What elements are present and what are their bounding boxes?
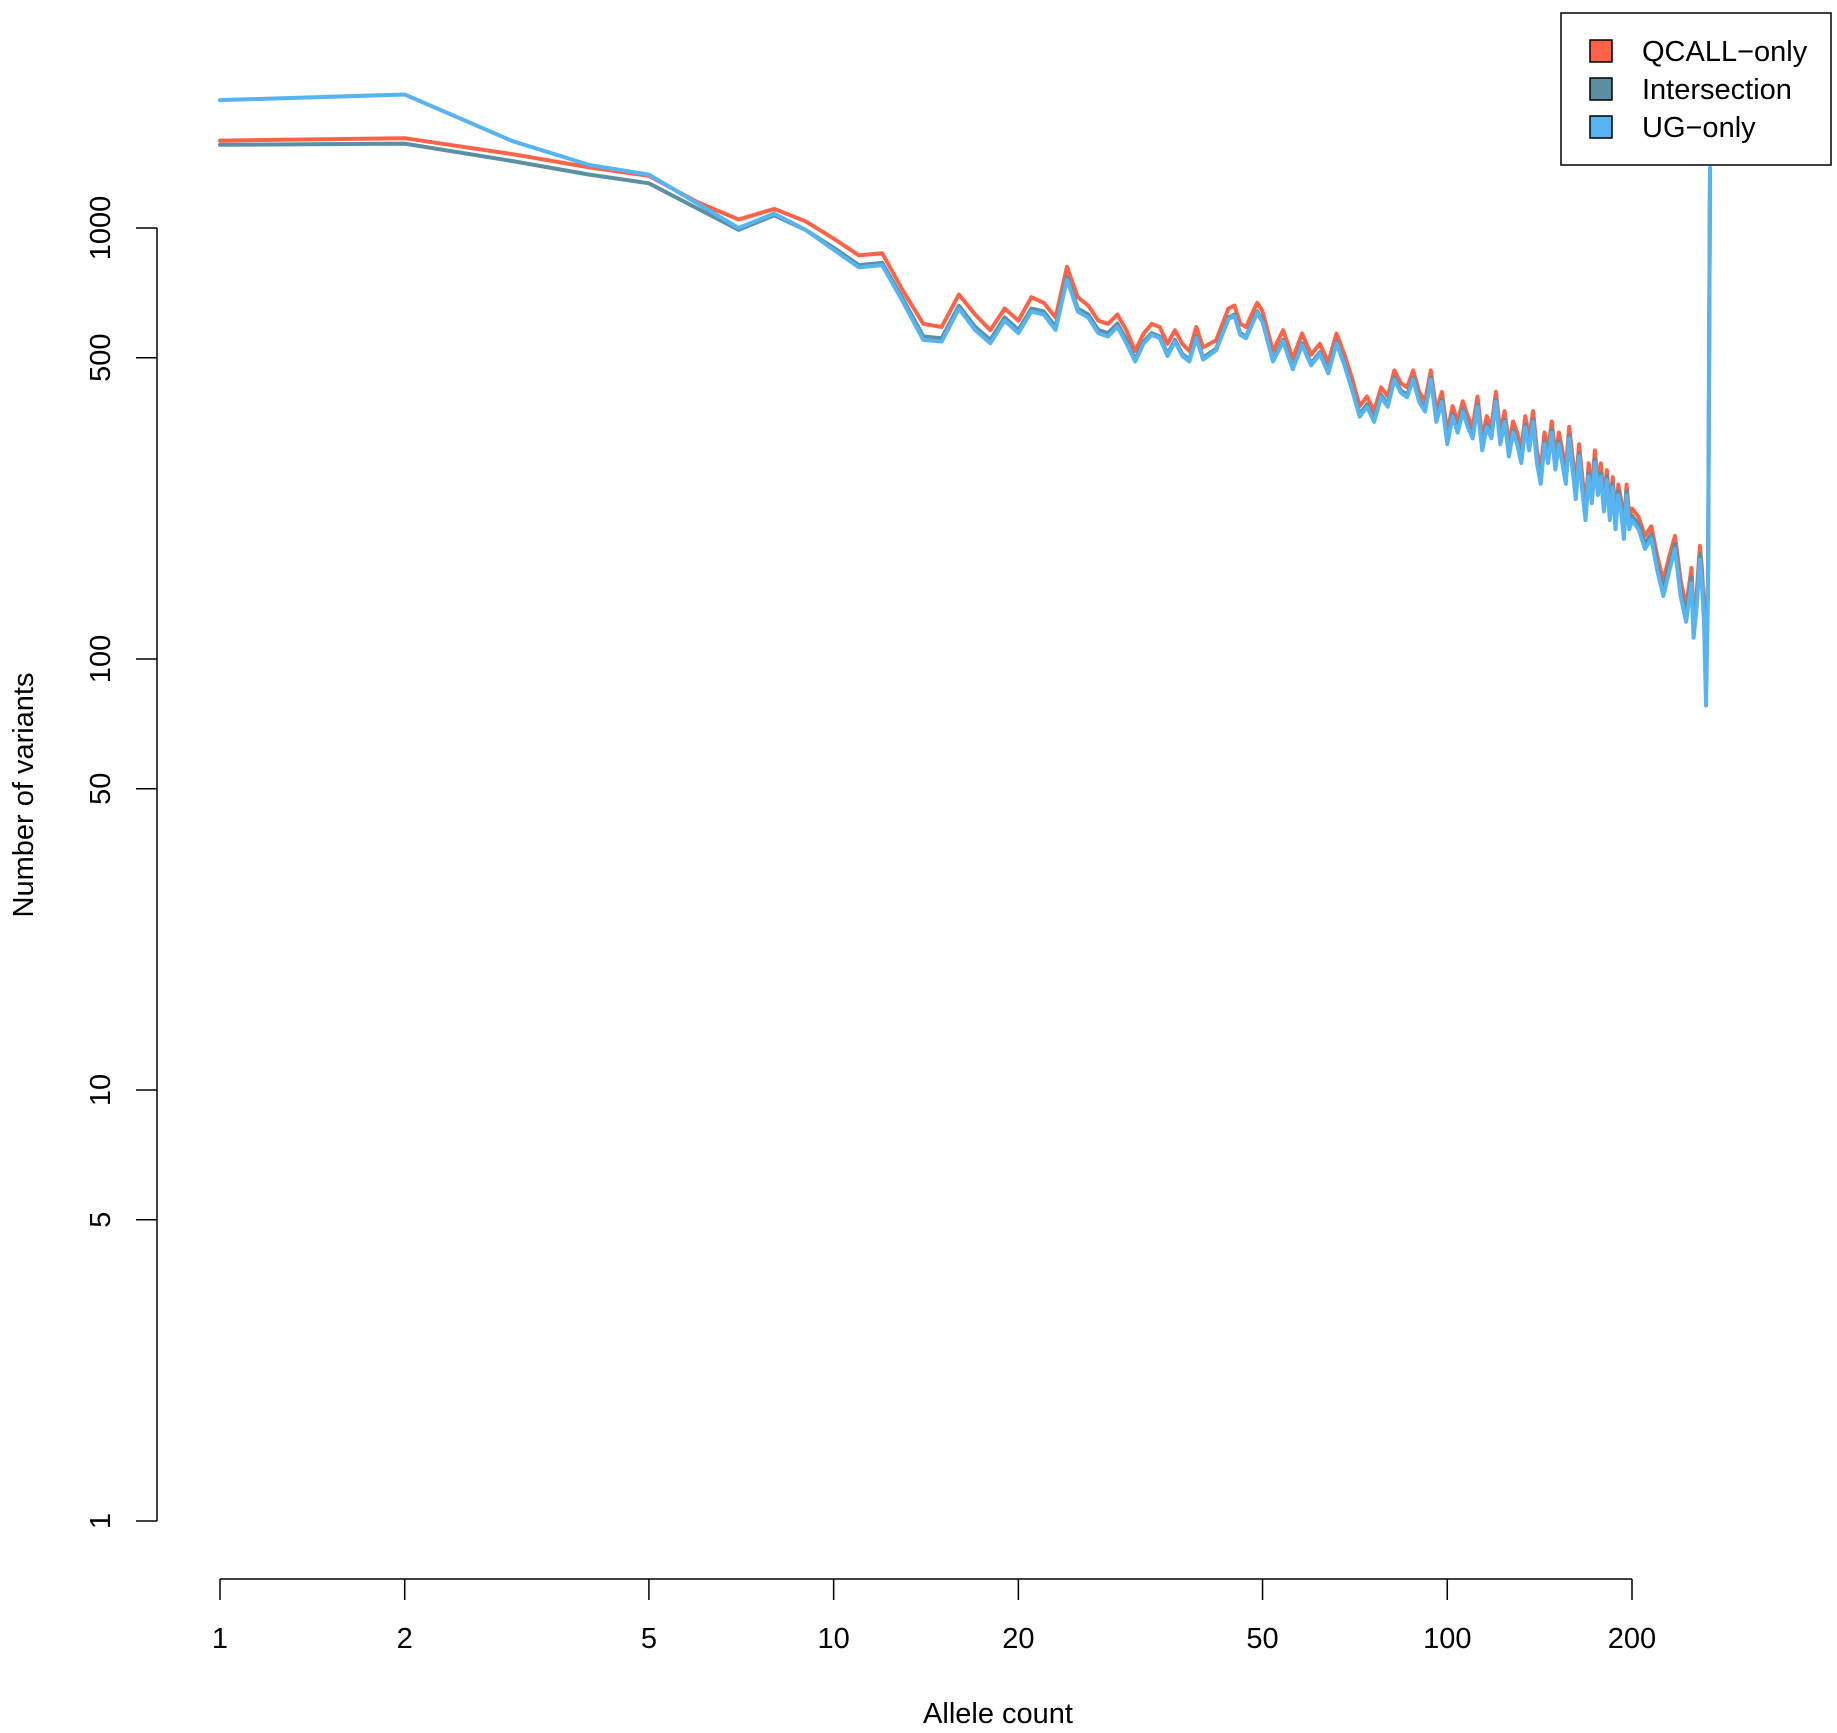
series-line-ug-only — [218, 92, 1712, 708]
y-axis: 1 5 10 50 100 500 1000 — [85, 196, 158, 1529]
x-axis-title: Allele count — [923, 1698, 1073, 1730]
y-tick-label: 5 — [85, 1212, 117, 1228]
legend-label-intersection: Intersection — [1642, 74, 1792, 106]
y-axis-title: Number of variants — [8, 673, 40, 918]
x-tick-label: 1 — [212, 1623, 228, 1655]
x-axis: 1 2 5 10 20 50 100 200 — [212, 1578, 1656, 1655]
x-tick-label: 5 — [641, 1623, 657, 1655]
y-tick-label: 1000 — [85, 196, 117, 261]
x-tick-label: 50 — [1246, 1623, 1278, 1655]
y-tick-label: 500 — [85, 334, 117, 382]
x-tick-label: 100 — [1423, 1623, 1471, 1655]
y-tick-label: 50 — [85, 773, 117, 805]
series-line-intersection — [218, 141, 1712, 651]
series-layer — [218, 92, 1712, 708]
legend-label-ug-only: UG−only — [1642, 112, 1756, 144]
legend: QCALL−only Intersection UG−only — [1560, 12, 1832, 166]
series-line-qcall-only — [218, 136, 1712, 641]
legend-swatch-ug-only — [1589, 115, 1613, 139]
legend-label-qcall-only: QCALL−only — [1642, 36, 1808, 68]
legend-swatch-intersection — [1589, 77, 1613, 101]
y-tick-label: 10 — [85, 1074, 117, 1106]
x-tick-label: 2 — [397, 1623, 413, 1655]
x-tick-label: 20 — [1002, 1623, 1034, 1655]
y-tick-label: 100 — [85, 635, 117, 683]
x-tick-label: 10 — [818, 1623, 850, 1655]
y-tick-label: 1 — [85, 1513, 117, 1529]
legend-swatch-qcall-only — [1589, 39, 1613, 63]
x-tick-label: 200 — [1608, 1623, 1656, 1655]
